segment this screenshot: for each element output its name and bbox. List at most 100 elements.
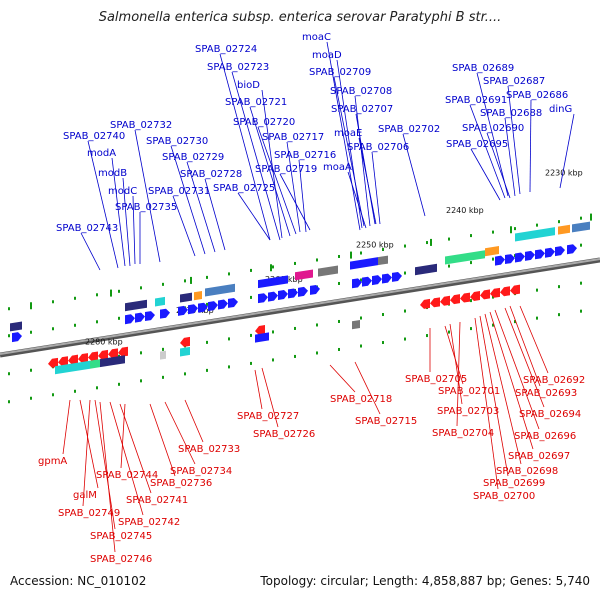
gene-label-forward: SPAB_02716 [274, 150, 336, 161]
ruler-tick [184, 372, 186, 376]
forward-cds-arrow [228, 297, 238, 308]
forward-cds-arrow [160, 308, 170, 319]
ruler-tick [360, 251, 362, 255]
gene-label-reverse: SPAB_02701 [438, 386, 500, 397]
ruler-tick [162, 347, 164, 351]
gene-feature-block [352, 320, 360, 330]
ruler-tick [140, 379, 142, 383]
forward-cds-arrow [495, 255, 505, 266]
ruler-tick [140, 286, 142, 290]
forward-cds-arrow [515, 252, 525, 263]
gene-label-reverse: SPAB_02694 [519, 409, 581, 420]
ruler-tick [250, 268, 252, 272]
gene-label-forward: SPAB_02688 [480, 108, 542, 119]
ruler-tick [492, 230, 494, 234]
ruler-tick [448, 330, 450, 334]
ruler-tick [448, 237, 450, 241]
gene-leader-line [261, 89, 283, 239]
gene-label-forward: SPAB_02691 [445, 95, 507, 106]
reverse-cds-arrow [58, 356, 68, 367]
gene-label-forward: modA [87, 148, 116, 159]
gene-label-forward: moaD [312, 50, 342, 61]
gene-leader-line [231, 71, 281, 241]
ruler-tick [404, 271, 406, 275]
genome-backbone-highlight [0, 258, 600, 355]
forward-cds-arrow [567, 244, 577, 255]
ruler-tick [8, 400, 10, 404]
gene-label-reverse: SPAB_02696 [514, 431, 576, 442]
gene-label-reverse: SPAB_02705 [405, 374, 467, 385]
gene-label-reverse: SPAB_02699 [483, 478, 545, 489]
ruler-tick [206, 340, 208, 344]
ruler-tick [228, 272, 230, 276]
ruler-tick [8, 334, 10, 338]
gene-feature-block [350, 257, 378, 270]
ruler-tick [492, 257, 494, 261]
gene-feature-block [515, 227, 555, 242]
gene-label-reverse: galM [73, 490, 97, 501]
gene-leader-line [507, 85, 521, 195]
ruler-tick [338, 254, 340, 258]
ruler-tick [492, 323, 494, 327]
reverse-cds-arrow [450, 294, 460, 305]
gene-leader-line [347, 171, 367, 229]
gene-label-forward: SPAB_02717 [262, 132, 324, 143]
gene-leader-line [354, 361, 381, 415]
ruler-tick [8, 307, 10, 311]
gene-leader-line [336, 59, 363, 229]
ruler-tick [118, 289, 120, 293]
forward-cds-arrow [258, 293, 268, 304]
gene-label-forward: SPAB_02695 [446, 139, 508, 150]
gene-label-reverse: gpmA [38, 456, 67, 467]
reverse-cds-arrow [480, 289, 490, 300]
scale-label: 2250 kbp [356, 240, 394, 249]
ruler-tick [96, 386, 98, 390]
gene-label-reverse: SPAB_02715 [355, 416, 417, 427]
ruler-major-tick [430, 238, 432, 246]
ruler-tick [118, 316, 120, 320]
gene-label-forward: moaE [334, 128, 362, 139]
ruler-tick [294, 354, 296, 358]
ruler-major-tick [190, 276, 192, 284]
gene-label-forward: moaA [323, 162, 352, 173]
gene-label-forward: SPAB_02686 [506, 90, 568, 101]
ruler-tick [30, 396, 32, 400]
gene-label-forward: SPAB_02743 [56, 223, 118, 234]
gene-leader-line [504, 307, 545, 408]
reverse-cds-arrow [88, 351, 98, 362]
gene-label-forward: SPAB_02740 [63, 131, 125, 142]
forward-cds-arrow [208, 301, 218, 312]
ruler-tick [30, 368, 32, 372]
ruler-tick [250, 295, 252, 299]
gene-label-forward: SPAB_02706 [347, 142, 409, 153]
ruler-tick [140, 351, 142, 355]
gene-label-reverse: SPAB_02741 [126, 495, 188, 506]
gene-feature-block [318, 265, 338, 277]
forward-cds-arrow [372, 275, 382, 286]
gene-leader-line [249, 106, 291, 237]
gene-label-reverse: SPAB_02693 [515, 388, 577, 399]
gene-feature-block [55, 360, 90, 375]
gene-leader-line [494, 309, 540, 430]
ruler-tick [404, 309, 406, 313]
gene-leader-line [79, 399, 99, 489]
reverse-cds-arrow [490, 287, 500, 298]
gene-label-forward: modB [98, 168, 127, 179]
gene-leader-line [261, 367, 279, 428]
forward-cds-arrow [352, 278, 362, 289]
ruler-tick [580, 216, 582, 220]
ruler-tick [448, 264, 450, 268]
gene-label-forward: moaC [302, 32, 331, 43]
gene-label-forward: SPAB_02702 [378, 124, 440, 135]
gene-leader-line [257, 126, 297, 235]
forward-cds-arrow [545, 247, 555, 258]
ruler-major-tick [510, 226, 512, 234]
reverse-cds-arrow [180, 336, 190, 347]
gene-leader-line [286, 141, 301, 233]
gene-feature-block [445, 250, 485, 265]
gene-feature-block [90, 359, 100, 369]
ruler-tick [96, 320, 98, 324]
gene-leader-line [486, 132, 511, 199]
gene-label-forward: SPAB_02735 [115, 202, 177, 213]
